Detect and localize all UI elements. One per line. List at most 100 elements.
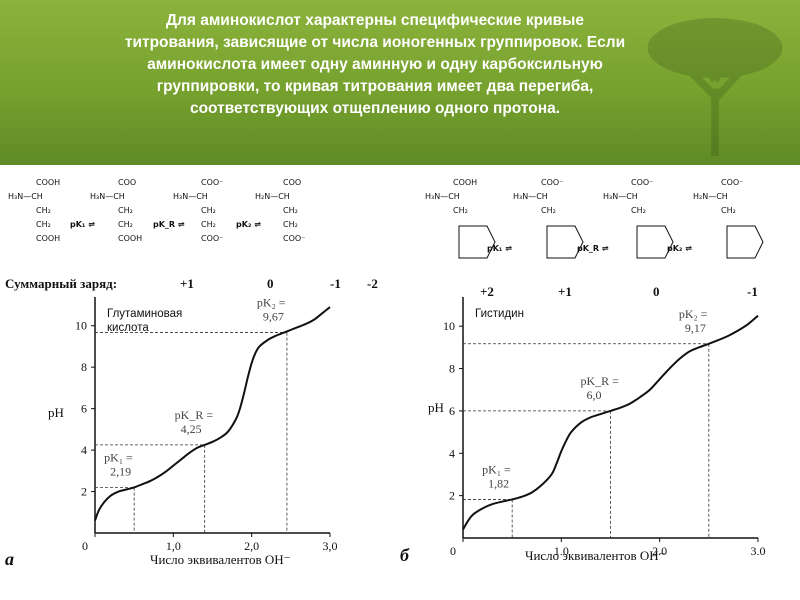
panel-letter: б: [400, 545, 409, 565]
chart-title: кислота: [107, 322, 149, 334]
formula-text: CH₂: [283, 220, 298, 229]
charge-value: +2: [480, 284, 494, 299]
pk-label: pK_R =: [581, 374, 620, 388]
charge-value: -2: [367, 276, 378, 291]
charge-value: -1: [747, 284, 758, 299]
charge-value: +1: [180, 276, 194, 291]
y-tick-label: 10: [75, 319, 87, 333]
pk-value: 9,67: [263, 310, 284, 324]
equilibrium-arrow-label: pK_R ⇌: [577, 244, 609, 253]
x-tick-label: 2,0: [652, 544, 667, 555]
formula-text: CH₂: [201, 206, 216, 215]
y-tick-label: 10: [443, 319, 455, 333]
formula-text: CH₂: [118, 206, 133, 215]
imidazole-ring-icon: [726, 225, 764, 259]
x-tick-label: 2,0: [244, 539, 259, 553]
formula-text: CH₂: [541, 206, 556, 215]
glutamic-acid-titration-chart: 2 4 6 8 10 0 1,0 2,0 3,0 pK₁ =2,19 pK_R =4,25 pK₂ =…: [75, 296, 338, 553]
formula-text: CH₂: [631, 206, 646, 215]
y-axis-label: pH: [48, 405, 64, 420]
chart-title: Гистидин: [475, 308, 524, 320]
formula-text: COO⁻: [201, 234, 224, 243]
formula-text: COO⁻: [631, 178, 654, 187]
formula-text: COOH: [118, 234, 143, 243]
x-tick-label: 3,0: [323, 539, 338, 553]
formula-text: H₃N—CH: [90, 192, 125, 201]
title-banner: Для аминокислот характерны специфические…: [0, 0, 800, 165]
imidazole-ring-icon: [546, 225, 584, 259]
formula-text: H₃N—CH: [603, 192, 638, 201]
tree-silhouette-icon: [647, 18, 783, 156]
formula-text: COO⁻: [283, 234, 306, 243]
pk-value: 4,25: [181, 422, 202, 436]
x-tick-label: 1,0: [554, 544, 569, 555]
x-tick-label: 0: [82, 539, 88, 553]
banner-line: Для аминокислот характерны специфические…: [165, 12, 585, 29]
banner-line: аминокислота имеет одну аминную и одну к…: [147, 56, 603, 73]
equilibrium-arrow-label: pK₂ ⇌: [236, 220, 261, 229]
formula-text: H₃N—CH: [425, 192, 460, 201]
x-tick-label: 3,0: [751, 544, 766, 555]
formula-text: H₂N—CH: [693, 192, 728, 201]
banner-line: титрования, зависящие от числа ионогенны…: [124, 34, 626, 51]
pk-value: 9,17: [685, 321, 706, 335]
titration-curve: [462, 314, 759, 531]
pk-label: pK₂ =: [257, 296, 286, 310]
formula-text: CH₂: [201, 220, 216, 229]
titration-curve: [94, 306, 331, 521]
y-tick-label: 2: [449, 489, 455, 503]
charge-value: 0: [267, 276, 274, 291]
formula-text: H₃N—CH: [173, 192, 208, 201]
pk-label: pK₁ =: [482, 462, 511, 476]
pk-label: pK_R =: [175, 408, 214, 422]
formula-text: CH₂: [118, 220, 133, 229]
y-tick-label: 2: [81, 485, 87, 499]
histidine-titration-chart: 2 4 6 8 10 0 1,0 2,0 3,0 pK₁ =1,82 pK_R =6,0 pK₂ =9…: [443, 297, 766, 555]
charge-value: +1: [558, 284, 572, 299]
formula-text: CH₂: [36, 206, 51, 215]
formula-text: COO⁻: [721, 178, 744, 187]
formula-text: COO: [118, 178, 137, 187]
banner-line: соответствующих отщеплению одного протон…: [189, 100, 561, 117]
charge-value: 0: [653, 284, 660, 299]
formula-text: H₃N—CH: [8, 192, 43, 201]
formula-text: CH₂: [453, 206, 468, 215]
equilibrium-arrow-label: pK₁ ⇌: [487, 244, 512, 253]
y-tick-label: 8: [81, 360, 87, 374]
formula-text: CH₂: [283, 206, 298, 215]
formula-text: COOH: [36, 234, 61, 243]
y-tick-label: 6: [81, 402, 87, 416]
formula-text: H₃N—CH: [513, 192, 548, 201]
pk-label: pK₁ =: [104, 451, 133, 465]
equilibrium-arrow-label: pK_R ⇌: [153, 220, 185, 229]
charge-value: -1: [330, 276, 341, 291]
pk-value: 1,82: [488, 476, 509, 490]
imidazole-ring-icon: [636, 225, 674, 259]
formula-text: CH₂: [36, 220, 51, 229]
net-charge-label: Суммарный заряд:: [5, 276, 118, 291]
pk-label: pK₂ =: [679, 307, 708, 321]
y-tick-label: 8: [449, 362, 455, 376]
banner-line: группировки, то кривая титрования имеет …: [156, 78, 594, 95]
banner-text: Для аминокислот характерны специфические…: [55, 10, 695, 120]
formula-text: COOH: [36, 178, 61, 187]
imidazole-ring-icon: [458, 225, 496, 259]
y-tick-label: 4: [81, 443, 87, 457]
formula-text: COO⁻: [541, 178, 564, 187]
formula-text: H₂N—CH: [255, 192, 290, 201]
pk-value: 6,0: [587, 388, 602, 402]
pk-value: 2,19: [110, 465, 131, 479]
chart-title: Глутаминовая: [107, 308, 182, 320]
panel-letter: а: [5, 549, 14, 569]
equilibrium-arrow-label: pK₂ ⇌: [667, 244, 692, 253]
y-axis-label: pH: [428, 400, 444, 415]
y-tick-label: 4: [449, 446, 455, 460]
x-axis-label: Число эквивалентов OH⁻: [525, 548, 666, 563]
formula-text: CH₂: [721, 206, 736, 215]
x-tick-label: 1,0: [166, 539, 181, 553]
x-tick-label: 0: [450, 544, 456, 555]
y-tick-label: 6: [449, 404, 455, 418]
equilibrium-arrow-label: pK₁ ⇌: [70, 220, 95, 229]
formula-text: COO⁻: [201, 178, 224, 187]
formula-text: COO: [283, 178, 302, 187]
